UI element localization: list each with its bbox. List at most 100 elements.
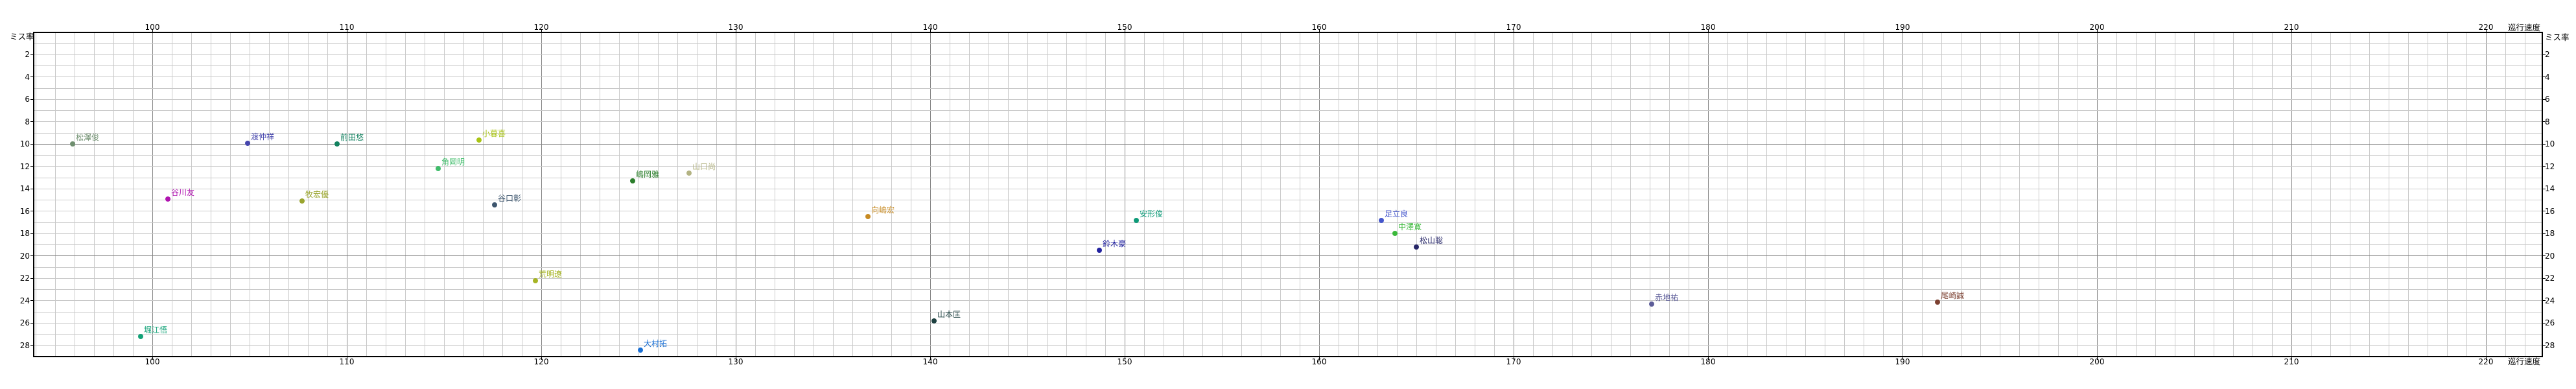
- gridline-vertical: [1591, 32, 1592, 357]
- data-point-label: 山本匡: [937, 309, 961, 319]
- gridline-horizontal: [34, 345, 2542, 346]
- data-point: [630, 178, 635, 184]
- data-point-label: 嶋岡雅: [636, 170, 660, 180]
- gridline-vertical: [968, 32, 970, 357]
- gridline-vertical: [1669, 32, 1670, 357]
- gridline-horizontal: [34, 300, 2542, 301]
- x-tick-mark-top: [930, 29, 931, 32]
- y-tick-label-right: 18: [2545, 229, 2555, 239]
- gridline-vertical: [1844, 32, 1845, 357]
- y-tick-label-left: 24: [19, 296, 30, 305]
- y-tick-mark-left: [30, 54, 34, 55]
- data-point-label: 尾崎誠: [1941, 290, 1965, 300]
- gridline-horizontal: [34, 121, 2542, 123]
- y-tick-mark-right: [2542, 54, 2546, 55]
- x-tick-label-top: 140: [922, 23, 938, 32]
- data-point: [138, 333, 143, 339]
- gridline-vertical: [1805, 32, 1806, 357]
- x-tick-label-top: 170: [1506, 23, 1521, 32]
- data-point: [931, 318, 937, 324]
- gridline-vertical: [1357, 32, 1359, 357]
- x-tick-mark-bottom: [2485, 357, 2487, 360]
- y-tick-label-right: 6: [2545, 95, 2550, 104]
- gridline-horizontal: [34, 222, 2542, 223]
- x-tick-label-bottom: 150: [1117, 357, 1132, 366]
- plot-border-bottom: [33, 356, 2543, 357]
- gridline-horizontal: [34, 166, 2542, 167]
- y-tick-label-right: 12: [2545, 161, 2555, 171]
- gridline-vertical: [2096, 32, 2098, 357]
- data-point: [70, 141, 75, 147]
- gridline-vertical: [229, 32, 231, 357]
- x-tick-label-top: 180: [1700, 23, 1716, 32]
- gridline-horizontal: [34, 266, 2542, 268]
- x-tick-label-top: 150: [1117, 23, 1132, 32]
- gridline-vertical: [580, 32, 581, 357]
- gridline-vertical: [93, 32, 95, 357]
- data-point: [865, 214, 871, 220]
- x-tick-mark-top: [2485, 29, 2487, 32]
- gridline-vertical: [2446, 32, 2448, 357]
- gridline-vertical: [832, 32, 834, 357]
- x-tick-label-bottom: 110: [339, 357, 355, 366]
- y-tick-mark-right: [2542, 300, 2546, 301]
- gridline-horizontal: [34, 244, 2542, 246]
- gridline-vertical: [2271, 32, 2273, 357]
- x-tick-label-bottom: 140: [922, 357, 938, 366]
- x-tick-label-bottom: 100: [145, 357, 160, 366]
- gridline-vertical: [657, 32, 659, 357]
- gridline-vertical: [1766, 32, 1767, 357]
- gridline-vertical: [1532, 32, 1534, 357]
- data-point-label: 谷口彰: [498, 193, 522, 203]
- data-point: [1392, 231, 1398, 237]
- gridline-vertical: [1396, 32, 1398, 357]
- x-tick-label-bottom: 130: [728, 357, 744, 366]
- data-point-label: 松山聡: [1420, 236, 1444, 246]
- x-tick-mark-top: [1318, 29, 1320, 32]
- gridline-horizontal: [34, 132, 2542, 134]
- data-point-label: 赤地祐: [1655, 292, 1679, 302]
- data-point: [638, 347, 643, 353]
- gridline-vertical: [638, 32, 639, 357]
- gridline-vertical: [1318, 32, 1320, 357]
- gridline-vertical: [54, 32, 56, 357]
- y-tick-mark-left: [30, 255, 34, 257]
- y-tick-label-left: 28: [19, 340, 30, 350]
- y-tick-mark-left: [30, 166, 34, 167]
- x-tick-mark-top: [2096, 29, 2098, 32]
- gridline-vertical: [1455, 32, 1456, 357]
- x-tick-label-top: 210: [2284, 23, 2299, 32]
- data-point: [686, 171, 692, 176]
- gridline-vertical: [852, 32, 853, 357]
- data-point-label: 角岡明: [441, 158, 465, 167]
- data-point: [334, 141, 340, 147]
- x-tick-label-bottom: 200: [2089, 357, 2105, 366]
- x-tick-mark-top: [2291, 29, 2292, 32]
- gridline-vertical: [1202, 32, 1203, 357]
- gridline-vertical: [152, 32, 153, 357]
- data-point: [245, 140, 250, 146]
- gridline-vertical: [366, 32, 367, 357]
- data-point: [1649, 301, 1654, 307]
- gridline-vertical: [1552, 32, 1553, 357]
- x-tick-mark-bottom: [152, 357, 153, 360]
- data-point: [165, 196, 170, 202]
- gridline-horizontal: [34, 322, 2542, 324]
- y-axis-title-left: ミス率: [10, 32, 34, 41]
- data-point-label: 向嶋宏: [871, 206, 895, 215]
- x-tick-label-bottom: 180: [1700, 357, 1716, 366]
- y-tick-label-left: 14: [19, 184, 30, 194]
- y-tick-label-left: 16: [19, 206, 30, 216]
- data-point-label: 山口尚: [692, 162, 716, 172]
- gridline-horizontal: [34, 88, 2542, 89]
- x-tick-mark-top: [152, 29, 153, 32]
- data-point-label: 荒明遼: [539, 269, 563, 279]
- y-tick-mark-right: [2542, 121, 2546, 123]
- y-tick-label-left: 8: [25, 117, 30, 126]
- x-tick-label-top: 190: [1895, 23, 1910, 32]
- x-tick-mark-bottom: [2096, 357, 2098, 360]
- gridline-vertical: [2407, 32, 2409, 357]
- x-axis-title-bottom: 巡行速度: [2508, 357, 2541, 366]
- x-tick-label-bottom: 210: [2284, 357, 2299, 366]
- gridline-horizontal: [34, 233, 2542, 234]
